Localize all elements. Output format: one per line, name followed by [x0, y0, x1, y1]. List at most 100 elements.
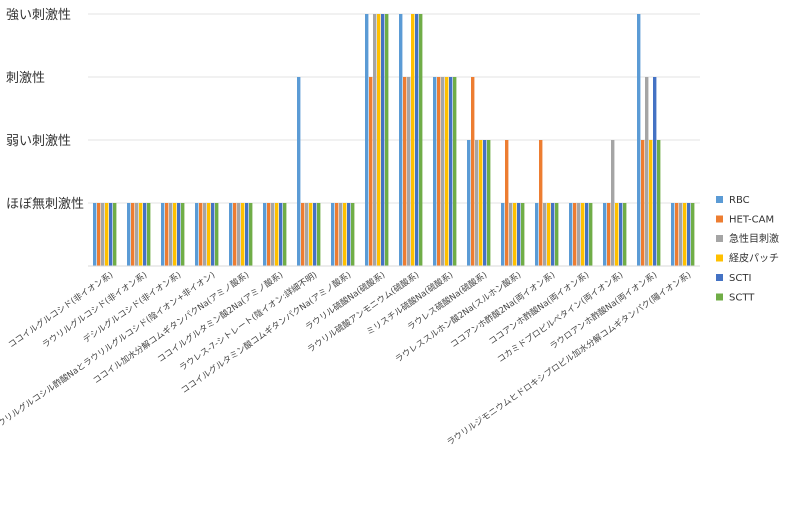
bar [471, 77, 475, 266]
bar [249, 203, 253, 266]
legend-label: SCTT [729, 293, 755, 304]
bar [245, 203, 249, 266]
bar [535, 203, 539, 266]
bar [411, 14, 415, 266]
y-tick-label: 刺激性 [6, 71, 45, 86]
bar [513, 203, 517, 266]
legend-label: RBC [729, 195, 750, 206]
bar [479, 140, 483, 266]
bar [369, 77, 373, 266]
bar [147, 203, 151, 266]
bar [657, 140, 661, 266]
bar [487, 140, 491, 266]
legend-swatch [716, 235, 723, 242]
bar [683, 203, 687, 266]
bar [195, 203, 199, 266]
bar [517, 203, 521, 266]
bar [603, 203, 607, 266]
bar [237, 203, 241, 266]
bar [467, 140, 471, 266]
bars [93, 14, 695, 266]
bar [339, 203, 343, 266]
bar [521, 203, 525, 266]
bar [181, 203, 185, 266]
bar [577, 203, 581, 266]
bar [403, 77, 407, 266]
bar [305, 203, 309, 266]
bar [653, 77, 657, 266]
bar [109, 203, 113, 266]
bar [675, 203, 679, 266]
bar [335, 203, 339, 266]
bar [97, 203, 101, 266]
bar [271, 203, 275, 266]
bar [207, 203, 211, 266]
bar [165, 203, 169, 266]
bar [649, 140, 653, 266]
bar [581, 203, 585, 266]
bar [679, 203, 683, 266]
legend-swatch [716, 196, 723, 203]
x-axis-labels: ココイルグルコシド(非イオン系)ラウリルグルコシド(非イオン系)デシルグルコシド… [0, 269, 693, 448]
bar [589, 203, 593, 266]
bar [297, 77, 301, 266]
bar [623, 203, 627, 266]
bar [267, 203, 271, 266]
bar [113, 203, 117, 266]
bar [445, 77, 449, 266]
bar [539, 140, 543, 266]
bar [263, 203, 267, 266]
legend-label: 経皮パッチ [729, 252, 779, 265]
bar [441, 77, 445, 266]
bar [385, 14, 389, 266]
legend-swatch [716, 215, 723, 223]
bar [645, 77, 649, 266]
bar [241, 203, 245, 266]
bar [547, 203, 551, 266]
y-tick-label: 弱い刺激性 [6, 134, 71, 149]
bar [687, 203, 691, 266]
bar [105, 203, 109, 266]
bar [505, 140, 509, 266]
bar [279, 203, 283, 266]
bar [101, 203, 105, 266]
bar [233, 203, 237, 266]
y-tick-label: ほぼ無刺激性 [6, 197, 84, 212]
bar [313, 203, 317, 266]
legend-swatch [716, 254, 723, 262]
bar [419, 14, 423, 266]
bar [351, 203, 355, 266]
bar [377, 14, 381, 266]
bar [169, 203, 173, 266]
bar [317, 203, 321, 266]
bar [691, 203, 695, 266]
bar [229, 203, 233, 266]
bar [641, 140, 645, 266]
bar [373, 14, 377, 266]
bar [475, 140, 479, 266]
bar [585, 203, 589, 266]
bar [543, 203, 547, 266]
bar [161, 203, 165, 266]
bar [615, 203, 619, 266]
legend-label: SCTI [729, 273, 751, 284]
bar [449, 77, 453, 266]
bar [671, 203, 675, 266]
bar [203, 203, 207, 266]
y-tick-label: 強い刺激性 [6, 8, 71, 23]
bar [283, 203, 287, 266]
bar [551, 203, 555, 266]
bar [143, 203, 147, 266]
bar [177, 203, 181, 266]
bar [437, 77, 441, 266]
bar [127, 203, 131, 266]
bar [573, 203, 577, 266]
bar [637, 14, 641, 266]
bar [433, 77, 437, 266]
bar [347, 203, 351, 266]
bar [569, 203, 573, 266]
bar [365, 14, 369, 266]
bar [139, 203, 143, 266]
